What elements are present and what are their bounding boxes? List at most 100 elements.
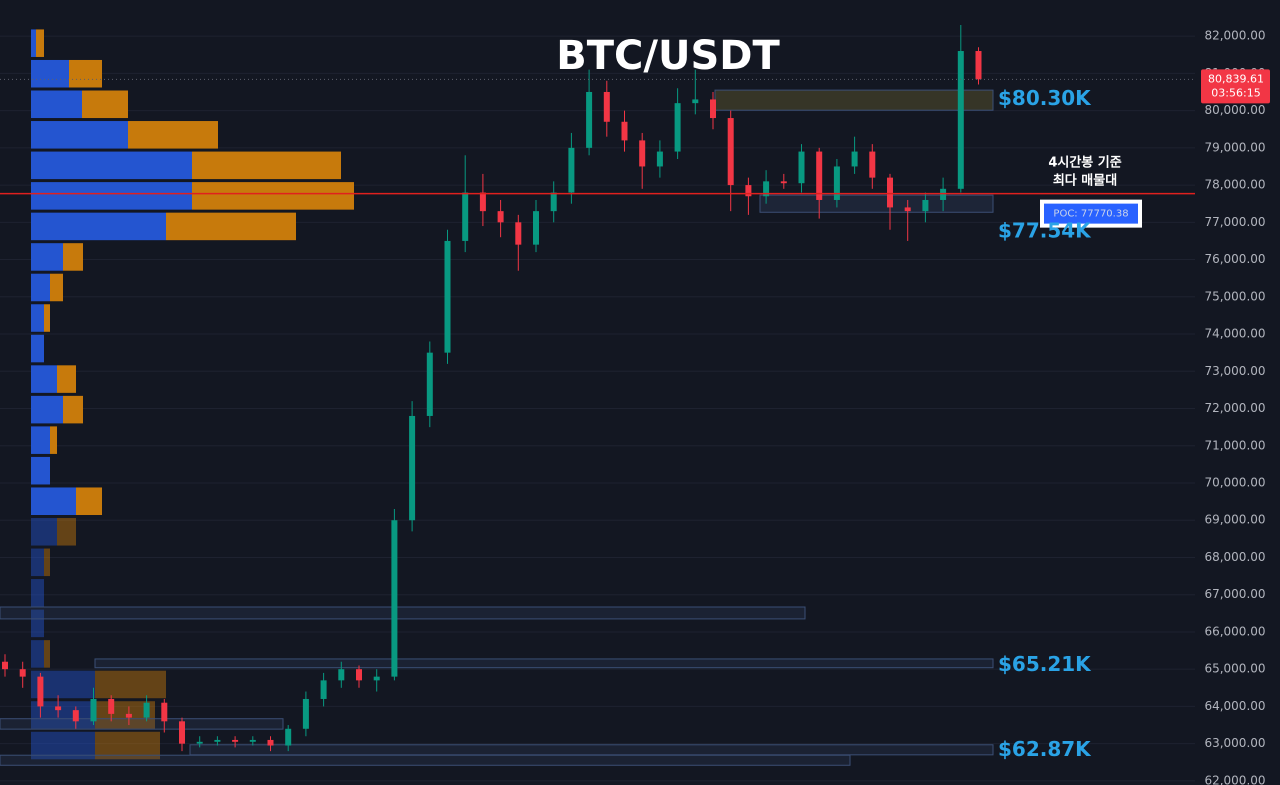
- candle-body: [904, 207, 911, 212]
- candle-body: [674, 103, 681, 152]
- candle-body: [373, 676, 380, 681]
- profile-sell-bar: [36, 29, 44, 57]
- y-tick-label: 64,000.00: [1204, 699, 1265, 713]
- poc-note: 최다 매물대: [1053, 173, 1117, 189]
- profile-buy-bar: [31, 90, 82, 119]
- chart-title: BTC/USDT: [556, 33, 780, 79]
- y-tick-label: 65,000.00: [1204, 662, 1265, 676]
- profile-buy-bar: [31, 29, 36, 57]
- profile-buy-bar: [31, 579, 44, 607]
- profile-sell-bar: [76, 487, 102, 516]
- profile-buy-bar: [31, 182, 192, 210]
- profile-buy-bar: [31, 487, 76, 516]
- y-tick-label: 77,000.00: [1204, 215, 1265, 229]
- candle-body: [745, 185, 752, 197]
- candle-body: [922, 199, 929, 212]
- profile-buy-bar: [31, 273, 50, 302]
- candle-body: [302, 698, 309, 729]
- y-tick-label: 76,000.00: [1204, 252, 1265, 266]
- y-tick-label: 68,000.00: [1204, 550, 1265, 564]
- candle-body: [692, 99, 699, 104]
- candle-body: [586, 91, 593, 148]
- candle-body: [975, 51, 982, 80]
- profile-sell-bar: [57, 365, 76, 393]
- candle-body: [391, 520, 398, 677]
- profile-buy-bar: [31, 151, 192, 180]
- profile-sell-bar: [128, 121, 218, 149]
- volume-profile: [31, 29, 354, 760]
- candle-body: [320, 680, 327, 699]
- profile-sell-bar: [50, 273, 63, 302]
- candle-body: [533, 211, 539, 245]
- profile-sell-bar: [95, 670, 166, 699]
- profile-buy-bar: [31, 518, 57, 546]
- y-tick-label: 73,000.00: [1204, 364, 1265, 378]
- candle-body: [656, 151, 663, 167]
- candle-body: [940, 188, 947, 200]
- profile-buy-bar: [31, 334, 44, 363]
- y-tick-label: 70,000.00: [1204, 475, 1265, 489]
- candle-body: [409, 415, 416, 521]
- zone: [714, 89, 994, 111]
- profile-sell-bar: [69, 59, 102, 88]
- candle-body: [710, 99, 716, 119]
- profile-sell-bar: [192, 151, 341, 180]
- candle-body: [816, 151, 823, 200]
- candle-body: [214, 739, 221, 742]
- profile-sell-bar: [192, 182, 354, 210]
- profile-buy-bar: [31, 243, 63, 271]
- candle-body: [887, 177, 893, 208]
- candle-body: [479, 192, 486, 212]
- profile-buy-bar: [31, 365, 57, 393]
- candle-body: [232, 739, 239, 742]
- candle-body: [143, 702, 150, 718]
- last-price-box: [1201, 69, 1270, 104]
- candle-body: [639, 140, 646, 167]
- profile-buy-bar: [31, 640, 44, 668]
- candle-body: [497, 211, 504, 223]
- candle-body: [515, 222, 522, 245]
- candle-body: [179, 721, 185, 744]
- candle-body: [426, 352, 433, 416]
- zone: [0, 606, 806, 620]
- candle-body: [603, 91, 610, 122]
- candle-body: [90, 698, 97, 722]
- candle-body: [444, 240, 451, 353]
- zone: [189, 744, 994, 756]
- grid: 62,000.00 63,000.00 64,000.00 65,000.00 66,0…: [0, 29, 1266, 785]
- candle-body: [568, 147, 575, 193]
- profile-sell-bar: [44, 304, 50, 332]
- y-tick-label: 66,000.00: [1204, 624, 1265, 638]
- poc-label: POC: 77770.38: [1053, 209, 1128, 220]
- y-tick-label: 62,000.00: [1204, 773, 1265, 785]
- y-tick-label: 67,000.00: [1204, 587, 1265, 601]
- zone: [94, 658, 994, 669]
- candle-body: [763, 181, 770, 197]
- y-tick-label: 71,000.00: [1204, 438, 1265, 452]
- last-price-label: 80,839.61: [1208, 72, 1264, 85]
- candle-body: [338, 669, 345, 681]
- candle-body: [798, 151, 805, 184]
- profile-sell-bar: [57, 518, 76, 546]
- candle-body: [2, 661, 8, 670]
- profile-sell-bar: [82, 90, 128, 119]
- profile-buy-bar: [31, 304, 44, 332]
- y-tick-label: 63,000.00: [1204, 736, 1265, 750]
- profile-sell-bar: [63, 395, 83, 424]
- candle-body: [19, 669, 26, 677]
- profile-buy-bar: [31, 59, 69, 88]
- zone: [0, 718, 284, 730]
- candle-body: [37, 676, 44, 707]
- candle-body: [851, 151, 858, 167]
- profile-buy-bar: [31, 731, 95, 760]
- price-label: $65.21K: [998, 652, 1092, 676]
- candle-body: [550, 192, 557, 212]
- y-tick-label: 79,000.00: [1204, 140, 1265, 154]
- candle-body: [285, 728, 292, 746]
- zone: [0, 754, 851, 766]
- candle-body: [55, 706, 62, 711]
- countdown: 03:56:15: [1211, 86, 1260, 99]
- zone: [759, 194, 994, 213]
